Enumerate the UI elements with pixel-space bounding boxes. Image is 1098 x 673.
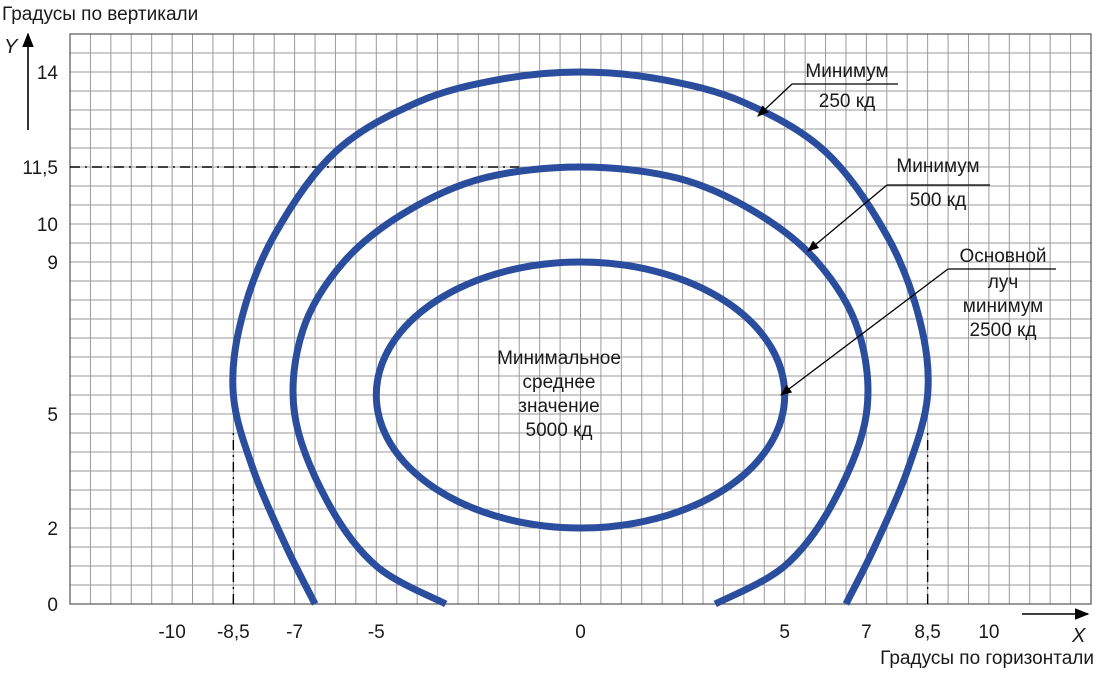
annotation-500-line1: Минимум	[896, 156, 979, 177]
x-tick-label: -8,5	[217, 622, 250, 643]
annotation-250-leader	[757, 83, 793, 117]
y-axis-title: Градусы по вертикали	[2, 4, 198, 25]
x-tick-label: 7	[861, 622, 872, 643]
annotation-250-line1: Минимум	[805, 61, 888, 82]
y-tick-label: 5	[47, 405, 58, 426]
x-axis-letter: X	[1071, 625, 1086, 647]
grid	[69, 33, 1092, 605]
guide-lines	[70, 166, 929, 604]
annotation-main-line4: 2500 кд	[970, 320, 1037, 341]
annotation-center: Минимальное среднее значение 5000 кд	[497, 348, 621, 441]
annotation-main-line3: минимум	[963, 296, 1043, 317]
y-tick-label: 11,5	[22, 158, 58, 179]
y-tick-label: 14	[37, 63, 59, 84]
annotation-500-line2: 500 кд	[910, 190, 966, 211]
annotation-main-beam: Основной луч минимум 2500 кд	[780, 246, 1056, 396]
y-axis-letter: Y	[4, 36, 19, 58]
y-tick-label: 9	[47, 253, 58, 274]
x-axis-title: Градусы по горизонтали	[880, 648, 1094, 669]
y-tick-label: 0	[47, 595, 58, 616]
annotation-500-leader	[807, 184, 888, 252]
annotation-center-line3: значение	[518, 396, 600, 417]
axes	[22, 32, 1090, 620]
annotation-main-line2: луч	[988, 272, 1019, 293]
x-tick-label: 10	[978, 622, 999, 643]
contour-outer	[229, 68, 932, 606]
x-tick-label: 0	[575, 622, 586, 643]
plot-frame	[69, 33, 1092, 605]
annotation-500: Минимум 500 кд	[807, 156, 990, 252]
y-tick-label: 2	[47, 519, 58, 540]
annotation-main-leader	[780, 268, 949, 396]
y-tick-label: 10	[37, 215, 58, 236]
x-tick-label: 8,5	[914, 622, 940, 643]
y-tick-labels: 0 2 5 9 10 11,5 14	[22, 63, 58, 616]
annotation-250-line2: 250 кд	[819, 91, 875, 112]
x-tick-label: -7	[286, 622, 303, 643]
x-tick-label: 5	[779, 622, 790, 643]
annotation-250: Минимум 250 кд	[757, 61, 898, 117]
annotation-center-line2: среднее	[523, 372, 596, 393]
contour-middle	[289, 163, 872, 608]
x-tick-label: -5	[368, 622, 385, 643]
annotation-center-line4: 5000 кд	[526, 420, 593, 441]
x-tick-label: -10	[158, 622, 185, 643]
annotation-center-line1: Минимальное	[497, 348, 621, 369]
x-tick-labels: -10 -8,5 -7 -5 0 5 7 8,5 10	[158, 622, 999, 643]
annotation-main-line1: Основной	[959, 246, 1046, 267]
